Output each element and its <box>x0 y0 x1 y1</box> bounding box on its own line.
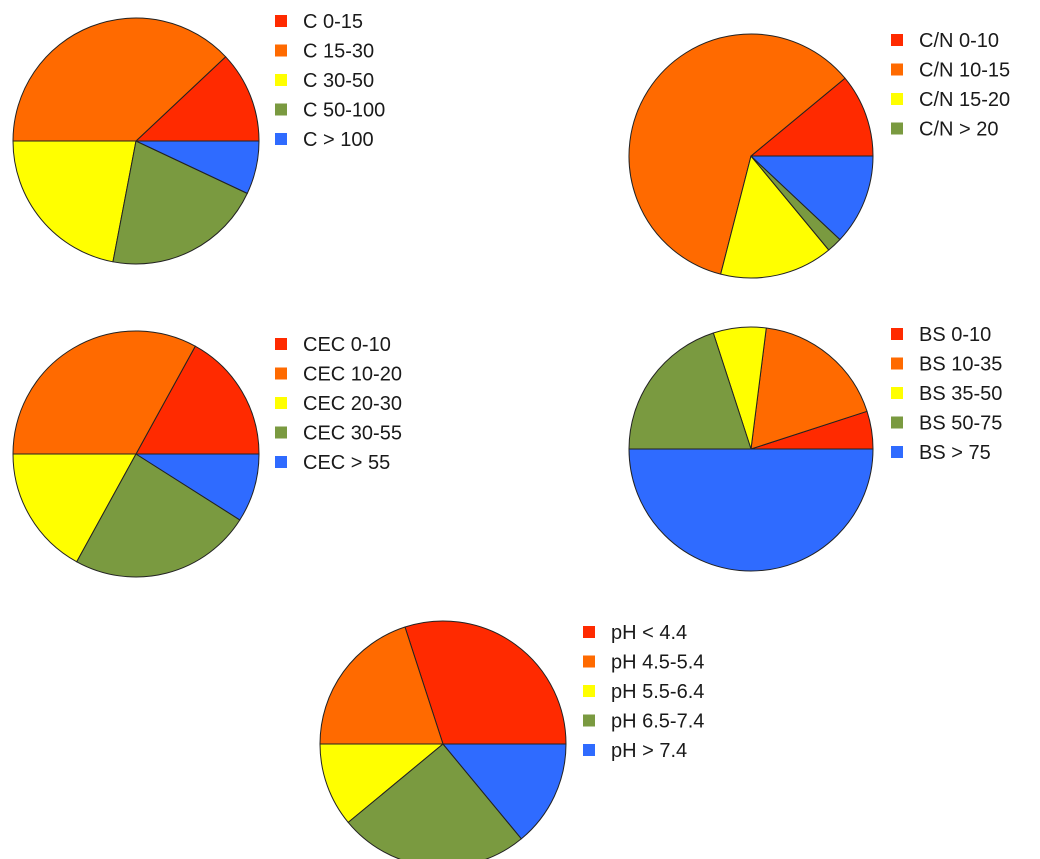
legend-label: C 50-100 <box>303 100 385 122</box>
legend-label: C 30-50 <box>303 70 374 92</box>
pie-slice <box>135 140 260 194</box>
legend-swatch <box>891 416 903 429</box>
pie-slice <box>720 155 830 279</box>
legend-label: BS > 75 <box>919 442 991 464</box>
pie-slice <box>112 140 248 265</box>
legend: BS 0-10 BS 10-35 BS 35-50 BS 50-75 BS > 75 <box>891 324 1002 464</box>
legend-label: C/N 15-20 <box>919 89 1010 111</box>
legend-swatch <box>583 744 595 756</box>
legend-swatch <box>891 357 903 370</box>
legend-swatch <box>583 655 595 668</box>
legend-swatch <box>891 446 903 458</box>
legend-label: C 15-30 <box>303 41 374 63</box>
legend-swatch <box>583 626 595 638</box>
legend-swatch <box>891 328 903 340</box>
legend-swatch <box>891 34 903 46</box>
pie-slice <box>12 140 137 263</box>
legend-label: pH > 7.4 <box>611 740 687 762</box>
legend-label: C 0-15 <box>303 11 363 33</box>
pie-slice <box>319 626 444 745</box>
legend-label: CEC 30-55 <box>303 423 402 445</box>
legend-swatch <box>275 103 287 116</box>
pie-slice <box>750 77 874 157</box>
legend-swatch <box>275 397 287 409</box>
pie-chart-1: C 0-15 C 15-30 C 30-50 C 50-100 C > 100 <box>12 11 385 265</box>
pie-chart-4: BS 0-10 BS 10-35 BS 35-50 BS 50-75 BS > 75 <box>628 324 1002 572</box>
legend-swatch <box>891 122 903 135</box>
pie-chart-2: C/N 0-10 C/N 10-15 C/N 15-20 C/N > 20 <box>628 30 1010 279</box>
legend-swatch <box>891 63 903 76</box>
pie-slice <box>404 620 567 745</box>
pie-slice <box>628 448 874 572</box>
legend-swatch <box>891 93 903 105</box>
legend-swatch <box>275 74 287 86</box>
legend-swatch <box>275 15 287 27</box>
pie-slice <box>76 453 241 578</box>
legend-label: pH 5.5-6.4 <box>611 681 704 703</box>
legend-label: BS 10-35 <box>919 354 1002 376</box>
pie-slice <box>750 155 874 241</box>
pie-slice <box>135 453 260 521</box>
pie-slice <box>750 327 868 450</box>
pie-slice <box>628 332 752 450</box>
pie-slice <box>12 17 227 142</box>
legend-swatch <box>275 426 287 439</box>
legend-swatch <box>583 714 595 727</box>
legend: CEC 0-10 CEC 10-20 CEC 20-30 CEC 30-55 CEC >… <box>275 334 402 474</box>
legend: C/N 0-10 C/N 10-15 C/N 15-20 C/N > 20 <box>891 30 1010 141</box>
legend-label: C/N > 20 <box>919 119 998 141</box>
legend-swatch <box>275 133 287 145</box>
legend-label: CEC 0-10 <box>303 334 391 356</box>
legend-label: pH 4.5-5.4 <box>611 652 704 674</box>
pie-slice <box>12 453 137 563</box>
legend-label: CEC 10-20 <box>303 364 402 386</box>
legend-swatch <box>275 338 287 350</box>
pie-slice <box>135 56 260 142</box>
legend-label: CEC 20-30 <box>303 393 402 415</box>
legend-swatch <box>891 387 903 399</box>
pie-chart-5: pH < 4.4 pH 4.5-5.4 pH 5.5-6.4 pH 6.5-7.4 pH… <box>319 620 704 859</box>
legend-label: BS 0-10 <box>919 324 991 346</box>
legend-swatch <box>583 685 595 697</box>
legend-label: pH 6.5-7.4 <box>611 711 704 733</box>
legend-label: C > 100 <box>303 129 374 151</box>
legend-label: CEC > 55 <box>303 452 390 474</box>
pie-slice <box>347 743 522 859</box>
legend-label: pH < 4.4 <box>611 622 687 644</box>
pie-slice <box>628 33 846 275</box>
pie-chart-3: CEC 0-10 CEC 10-20 CEC 20-30 CEC 30-55 CEC >… <box>12 330 402 578</box>
legend-swatch <box>275 367 287 380</box>
legend-label: C/N 0-10 <box>919 30 999 52</box>
legend: C 0-15 C 15-30 C 30-50 C 50-100 C > 100 <box>275 11 385 151</box>
pie-slice <box>319 743 444 823</box>
pie-slice <box>442 743 567 840</box>
legend-label: BS 35-50 <box>919 383 1002 405</box>
legend: pH < 4.4 pH 4.5-5.4 pH 5.5-6.4 pH 6.5-7.4 pH… <box>583 622 704 762</box>
legend-label: C/N 10-15 <box>919 60 1010 82</box>
legend-swatch <box>275 456 287 468</box>
legend-label: BS 50-75 <box>919 413 1002 435</box>
pie-slice <box>12 330 196 455</box>
legend-swatch <box>275 44 287 57</box>
pie-slice <box>135 345 260 455</box>
